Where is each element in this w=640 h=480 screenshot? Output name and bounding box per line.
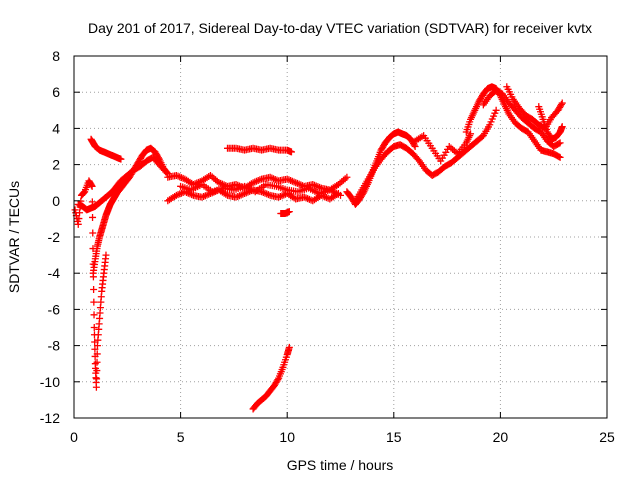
data-point [492,106,500,114]
data-point [102,251,110,259]
data-point [555,153,563,161]
chart-title: Day 201 of 2017, Sidereal Day-to-day VTE… [88,20,592,36]
y-tick-label: 4 [52,120,60,136]
series-segment-minus-0.7 [277,208,293,217]
y-tick-label: -8 [48,338,61,354]
data-point [93,358,101,366]
data-point [160,166,168,174]
data-point [557,101,565,109]
data-point [556,153,564,161]
series-late-a [343,128,419,208]
data-point [89,213,97,221]
data-point [91,345,99,353]
series-early-high-arc [87,135,125,163]
data-point [558,123,566,131]
grid [74,56,607,418]
y-tick-label: 2 [52,157,60,173]
series-segment-steep [249,343,293,413]
plot-frame [73,55,608,419]
y-tick-label: 8 [52,48,60,64]
data-point [93,375,101,383]
y-tick-label: -12 [40,410,60,426]
series-late-g [535,103,566,143]
data-point [92,383,100,391]
data-point [90,285,98,293]
data-point [93,350,101,358]
data-point [467,130,475,138]
series-early-left-drop [71,177,110,391]
series-late-c [411,130,475,165]
data-point [285,343,293,351]
data-point [558,99,566,107]
data-layer [71,83,566,413]
y-tick-label: -2 [48,229,61,245]
y-tick-label: -4 [48,265,61,281]
data-point [274,376,282,384]
x-tick-label: 5 [177,429,185,445]
y-tick-label: -10 [40,374,60,390]
data-point [343,173,351,181]
data-point [88,182,96,190]
x-tick-label: 25 [599,429,615,445]
series-mid-middle [177,181,344,199]
series-segment-2.8 [224,144,295,156]
data-point [117,155,125,163]
series-late-f [503,83,566,132]
y-axis-label: SDTVAR / TECUs [6,181,22,293]
x-tick-label: 10 [279,429,295,445]
data-point [337,191,344,199]
ticks: 0 5 10 15 20 25 -12 -10 -8 -6 -4 -2 0 2 4 6 8 [40,48,615,445]
x-axis-label: GPS time / hours [287,457,394,473]
data-point [89,229,97,237]
x-tick-label: 15 [386,429,402,445]
data-point [287,148,295,156]
series-late-b [351,106,500,205]
data-point [555,140,563,148]
data-point [90,311,98,319]
x-tick-label: 20 [493,429,509,445]
x-tick-label: 0 [70,429,78,445]
y-tick-label: 6 [52,84,60,100]
y-tick-label: 0 [52,193,60,209]
data-point [285,208,293,216]
data-point [90,298,98,306]
data-point [410,141,418,149]
series-early-band [74,153,170,214]
data-point [93,367,101,375]
series-late-e [479,86,564,150]
data-point [90,324,98,331]
y-tick-label: -6 [48,301,61,317]
data-point [556,139,564,147]
data-point [162,168,170,176]
